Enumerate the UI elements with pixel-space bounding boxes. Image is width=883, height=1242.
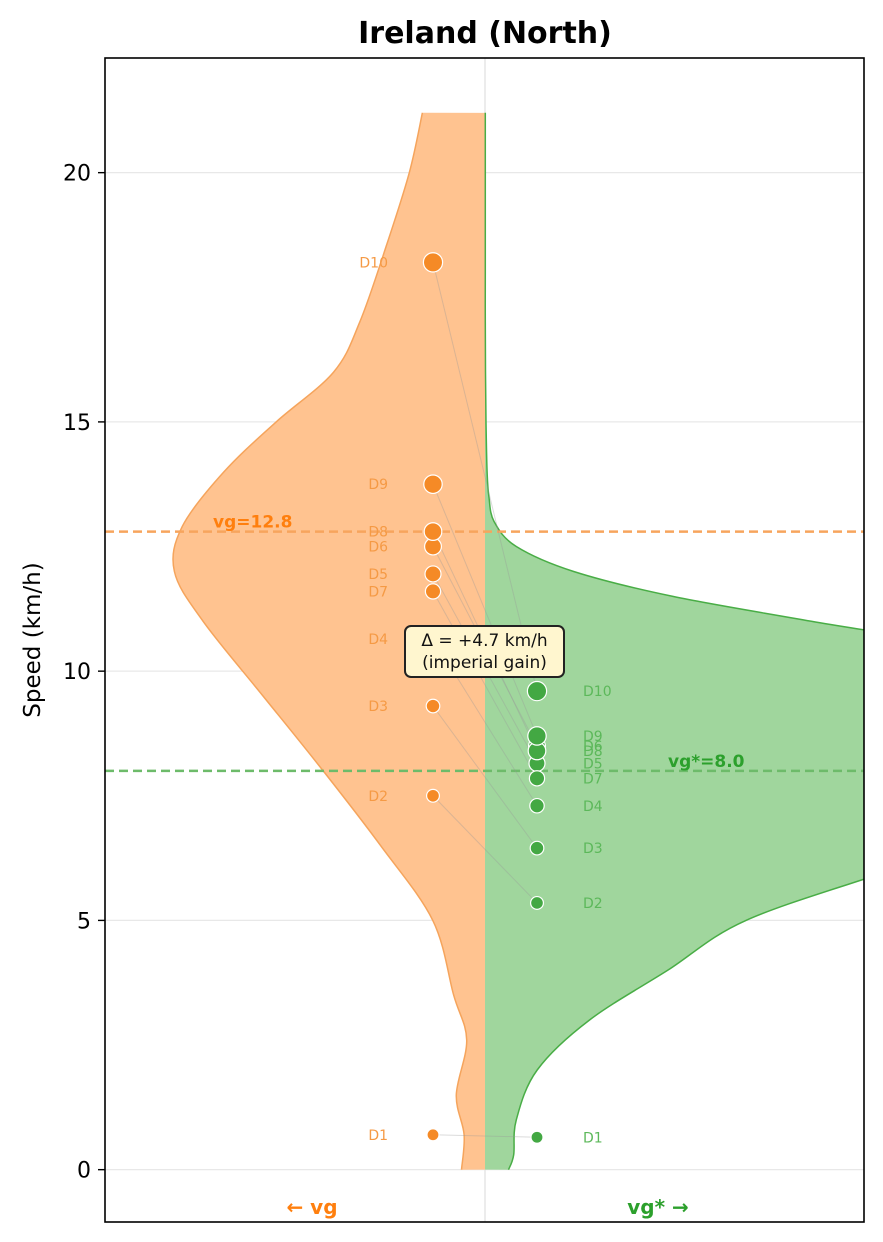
vg-star-point [528, 770, 546, 787]
delta-annotation-line2: (imperial gain) [422, 653, 547, 673]
delta-annotation: Δ = +4.7 km/h(imperial gain) [404, 625, 565, 678]
vg-star-point-label: D2 [583, 896, 603, 912]
vg-point [422, 252, 444, 273]
vg-star-point-label: D7 [583, 771, 603, 787]
vg-point [424, 583, 442, 600]
vg-point [424, 565, 442, 583]
vg-star-point-label: D3 [583, 841, 603, 857]
connector-line [432, 1134, 538, 1138]
y-axis-label: Speed (km/h) [20, 562, 46, 717]
vg-star-point-label: D10 [583, 684, 612, 700]
vg-point-label: D1 [368, 1128, 388, 1144]
vg-point-label: D4 [368, 632, 388, 648]
vg-point-label: D6 [368, 540, 388, 556]
y-tick-label: 20 [63, 162, 91, 187]
vg-star-point-label: D1 [583, 1130, 603, 1146]
vg-point-label: D7 [368, 584, 388, 600]
vg-star-point-label: D8 [583, 744, 603, 760]
vg-point [426, 788, 441, 803]
y-tick-label: 10 [63, 660, 91, 685]
vg-star-violin-outline [484, 112, 864, 1170]
violins [172, 112, 864, 1170]
vg-point-label: D9 [368, 477, 388, 493]
delta-annotation-box [404, 625, 565, 678]
vg-star-point [530, 1130, 544, 1144]
right-side-label: vg* → [627, 1195, 689, 1219]
vg-star-violin [485, 112, 864, 1170]
vg-point-label: D2 [368, 789, 388, 805]
connector-line [432, 705, 538, 849]
vg-star-point [529, 895, 544, 910]
connector-line [432, 484, 538, 737]
vg-star-point [529, 840, 545, 856]
left-side-label: ← vg [286, 1195, 337, 1219]
vg-star-point-label: D5 [583, 756, 603, 772]
vg-point-label: D3 [368, 699, 388, 715]
vg-point [423, 474, 443, 495]
vg-violin [172, 112, 485, 1170]
vg-star-mean-label: vg*=8.0 [668, 752, 745, 772]
connector-line [432, 795, 538, 904]
vg-mean-label: vg=12.8 [213, 513, 292, 533]
vg-star-point-label: D6 [583, 739, 603, 755]
chart-title: Ireland (North) [358, 16, 612, 51]
delta-annotation-line1: Δ = +4.7 km/h [421, 631, 547, 651]
vg-star-point [526, 680, 548, 702]
vg-star-point-label: D4 [583, 799, 603, 815]
y-tick-label: 15 [63, 411, 91, 436]
plot-frame [104, 57, 865, 1223]
vg-point [425, 698, 441, 714]
connector-line [432, 591, 538, 779]
vg-point-label: D8 [368, 525, 388, 541]
vg-point [423, 522, 443, 541]
vg-violin-outline [172, 112, 468, 1170]
vg-point [426, 1128, 440, 1142]
plot-area: vg=12.8vg*=8.0D1 D1D2D2D3D3D4D4D5D5D6D6D7… [63, 57, 865, 1223]
vg-star-point [527, 726, 547, 746]
vg-point-label: D5 [368, 567, 388, 583]
connector-line [432, 262, 538, 692]
y-tick-label: 0 [77, 1159, 91, 1184]
vg-star-point-label: D9 [583, 729, 603, 745]
vg-star-point [529, 797, 545, 814]
y-tick-label: 5 [77, 909, 91, 934]
vg-point-label: D10 [359, 255, 388, 271]
